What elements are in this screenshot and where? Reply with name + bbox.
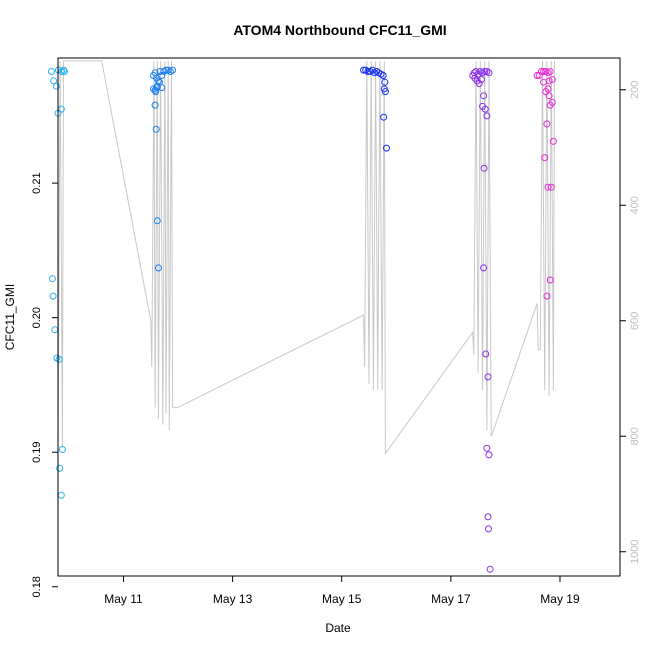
data-point — [545, 92, 553, 100]
data-point — [546, 276, 554, 284]
axes-layer: 0.18 0.19 0.20 0.21 May 11 May 13 May 15 May 17… — [31, 57, 641, 606]
data-point — [364, 68, 372, 75]
data-point — [481, 68, 489, 75]
data-point — [162, 66, 170, 74]
series-flight-1 — [48, 66, 68, 499]
plot-frame — [57, 57, 621, 577]
x-tick-label: May 17 — [431, 592, 471, 606]
data-point — [483, 444, 491, 452]
data-point — [381, 88, 389, 96]
data-point — [480, 92, 488, 100]
series-flight-3 — [360, 66, 390, 152]
x-tick-label: May 19 — [540, 592, 580, 606]
data-point — [477, 76, 485, 83]
series-flight-2 — [150, 66, 177, 272]
data-point — [158, 84, 166, 92]
data-point — [548, 76, 556, 83]
data-point — [153, 84, 161, 92]
data-point — [379, 72, 387, 79]
x-tick-label: May 15 — [322, 592, 362, 606]
data-point — [151, 101, 159, 109]
data-point — [55, 355, 63, 363]
right-tick-label: 1000 — [629, 540, 641, 564]
data-point — [485, 525, 492, 533]
y-tick-label: 0.21 — [31, 172, 43, 193]
data-point — [545, 77, 553, 85]
data-point — [49, 292, 57, 300]
data-point — [153, 217, 161, 225]
data-point — [360, 66, 368, 74]
data-point — [50, 77, 58, 85]
data-point — [480, 164, 488, 172]
data-point — [380, 113, 388, 121]
data-point — [547, 183, 555, 191]
data-point — [58, 446, 66, 453]
data-point — [52, 82, 60, 90]
x-axis-label: Date — [325, 621, 351, 635]
data-point — [484, 513, 492, 521]
data-point — [475, 80, 483, 88]
data-point — [485, 451, 493, 459]
data-point — [482, 350, 490, 358]
data-point — [546, 68, 554, 75]
data-point — [158, 72, 166, 79]
pressure-trace-line — [58, 60, 555, 456]
data-point — [481, 105, 489, 113]
data-point — [480, 264, 488, 272]
data-point — [485, 69, 493, 77]
data-point — [152, 125, 160, 133]
data-point — [152, 88, 160, 96]
right-tick-label: 400 — [629, 196, 641, 214]
y-tick-label: 0.20 — [31, 307, 43, 328]
data-point — [484, 373, 492, 381]
data-point — [533, 72, 541, 79]
data-point — [486, 565, 494, 573]
series-flight-5 — [533, 68, 557, 300]
data-point — [548, 98, 556, 106]
data-point — [60, 66, 67, 74]
data-point — [56, 464, 64, 472]
data-point — [381, 78, 389, 86]
pressure-trace-layer — [58, 60, 555, 456]
data-point — [48, 68, 55, 75]
y-axis-label: CFC11_GMI — [3, 284, 17, 350]
data-point — [544, 85, 552, 93]
data-point — [49, 275, 56, 283]
data-point — [383, 144, 390, 152]
data-point — [58, 68, 66, 75]
x-tick-label: May 13 — [213, 592, 253, 606]
data-point — [154, 264, 162, 272]
series-flight-4 — [469, 68, 494, 573]
data-point — [549, 137, 557, 145]
data-point — [544, 183, 552, 191]
data-point — [535, 72, 543, 79]
y-tick-label: 0.19 — [31, 442, 43, 463]
right-tick-label: 600 — [629, 312, 641, 330]
chart-title: ATOM4 Northbound CFC11_GMI — [233, 22, 446, 38]
data-point — [483, 112, 491, 120]
x-tick-label: May 11 — [104, 592, 143, 606]
data-point — [537, 68, 545, 75]
data-point — [169, 66, 177, 74]
data-point — [543, 292, 551, 300]
right-tick-label: 800 — [629, 427, 641, 445]
data-points-layer — [48, 66, 557, 573]
right-tick-label: 200 — [629, 81, 641, 99]
data-point — [541, 154, 549, 162]
y-tick-label: 0.18 — [31, 576, 43, 597]
data-point — [543, 120, 551, 128]
data-point — [540, 68, 548, 75]
